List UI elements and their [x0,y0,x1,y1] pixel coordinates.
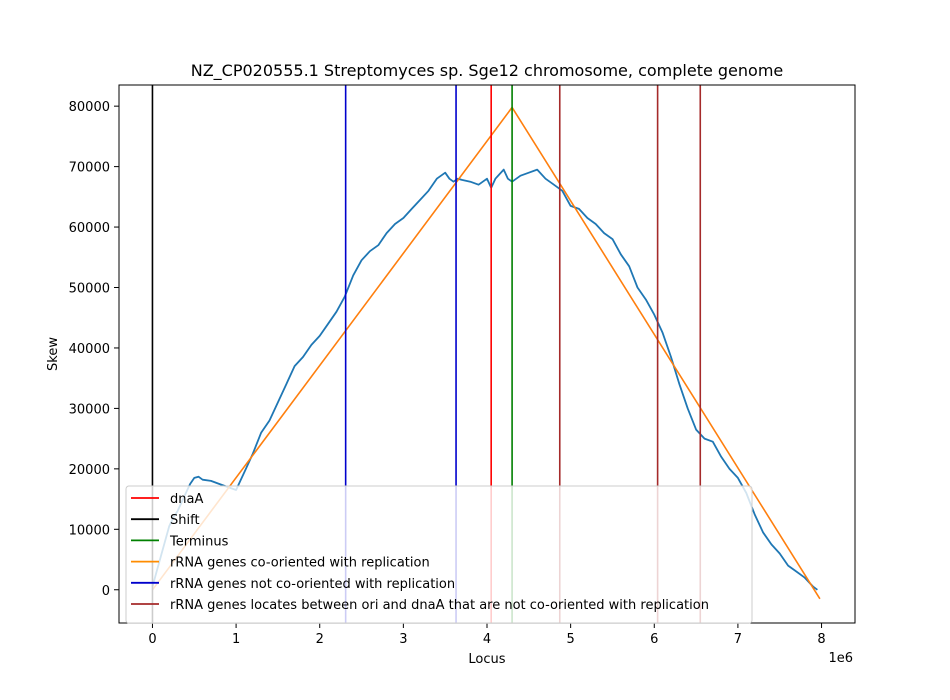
y-tick-label: 0 [102,584,110,599]
y-tick-label: 60000 [69,221,110,236]
legend-label: Terminus [169,534,229,549]
x-tick-label: 0 [148,632,156,647]
x-tick-label: 4 [483,632,491,647]
y-tick-label: 40000 [69,342,110,357]
x-tick-label: 7 [734,632,742,647]
x-tick-label: 6 [650,632,658,647]
legend-label: rRNA genes not co-oriented with replicat… [170,577,455,592]
x-tick-label: 8 [817,632,825,647]
legend-label: Shift [170,513,200,528]
chart-title: NZ_CP020555.1 Streptomyces sp. Sge12 chr… [191,61,784,81]
legend-label: dnaA [170,492,203,507]
y-tick-label: 50000 [69,282,110,297]
x-tick-label: 1 [232,632,240,647]
y-tick-label: 70000 [69,161,110,176]
x-offset-label: 1e6 [828,651,853,666]
legend: dnaA Shift Terminus rRNA genes co-oriented … [125,485,753,624]
y-tick-label: 80000 [69,100,110,115]
x-tick-label: 2 [316,632,324,647]
x-axis-title: Locus [468,652,505,667]
legend-label: rRNA genes co-oriented with replication [170,556,430,571]
y-tick-label: 20000 [69,463,110,478]
legend-box [125,485,753,624]
y-tick-label: 10000 [69,523,110,538]
x-tick-label: 5 [566,632,574,647]
y-axis-title: Skew [46,337,61,371]
x-tick-label: 3 [399,632,407,647]
legend-label: rRNA genes locates between ori and dnaA … [170,598,709,613]
y-tick-label: 30000 [69,402,110,417]
